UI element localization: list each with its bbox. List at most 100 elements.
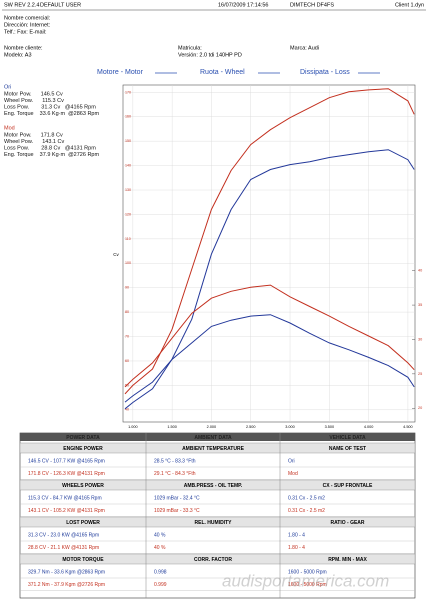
x-tick-label: 3.500	[325, 425, 335, 429]
company-line: Nombre comercial:	[4, 15, 51, 21]
summary-label: Mod	[4, 125, 15, 131]
y-tick-label: 150	[125, 139, 131, 143]
date: 16/07/2009 17:14:56	[218, 2, 268, 8]
y-axis-label: Cv	[113, 252, 119, 257]
x-tick-label: 1.500	[167, 425, 177, 429]
y-tick-label: 80	[125, 310, 129, 314]
file: Client 1.dyn	[395, 2, 424, 8]
table-top: POWER DATA	[66, 435, 100, 441]
table-cell: 40 %	[154, 545, 166, 551]
y-tick-label: 100	[125, 261, 131, 265]
plot-frame	[122, 84, 416, 423]
section-header: ENGINE POWER	[63, 446, 103, 452]
y-tick-label: 40	[125, 408, 129, 412]
table-cell: 1.80 - 4	[288, 545, 305, 551]
section-header: LOST POWER	[66, 520, 100, 526]
section-header-bg	[19, 516, 416, 528]
client-brand: Marca: Audi	[290, 45, 319, 51]
y2-tick-label: 20	[418, 406, 422, 410]
legend-label: Ruota - Wheel	[200, 69, 245, 76]
y-tick-label: 120	[125, 212, 131, 216]
x-tick-label: 4.500	[403, 425, 413, 429]
y2-tick-label: 30	[418, 337, 422, 341]
y2-tick-label: 40	[418, 269, 422, 273]
section-header-bg	[19, 479, 416, 491]
section-header: CORR. FACTOR	[194, 557, 232, 563]
legend-label: Motore - Motor	[97, 69, 144, 76]
curve	[124, 149, 415, 410]
summary-line: Motor Pow. 171.8 Cv	[4, 132, 63, 138]
y-tick-label: 130	[125, 188, 131, 192]
y2-tick-label: 35	[418, 303, 422, 307]
y-tick-label: 60	[125, 359, 129, 363]
y-tick-label: 70	[125, 334, 129, 338]
table-cell: 1029 mBar - 32.4 °C	[154, 495, 200, 501]
table-cell: Mod	[288, 471, 298, 477]
client-model: Modelo: A3	[4, 52, 32, 58]
x-tick-label: 4.000	[364, 425, 374, 429]
section-header: RPM. MIN - MAX	[328, 557, 367, 563]
table-cell: 171.8 CV - 126.3 KW @4131 Rpm	[28, 471, 105, 477]
summary-line: Loss Pow. 31.3 Cv @4165 Rpm	[4, 104, 96, 110]
client-name: Nombre cliente:	[4, 45, 43, 51]
summary-line: Motor Pow. 146.5 Cv	[4, 91, 63, 97]
table-cell: 0.998	[154, 569, 167, 575]
section-header: MOTOR TORQUE	[62, 557, 104, 563]
section-header-bg	[19, 442, 416, 454]
watermark: audisportamerica.com	[222, 571, 389, 590]
table-cell: 143.1 CV - 105.2 KW @4131 Rpm	[28, 508, 105, 514]
client-plate: Matricula:	[178, 45, 202, 51]
section-header: AMB.PRESS - OIL TEMP.	[184, 483, 243, 489]
company-line: Telf.: Fax: E-mail:	[4, 29, 47, 35]
table-cell: Ori	[288, 458, 295, 464]
table-cell: 0.31 Cx - 2.5 m2	[288, 495, 325, 501]
section-header: REL. HUMIDITY	[195, 520, 233, 526]
x-tick-label: 1.000	[128, 425, 138, 429]
table-cell: 1.80 - 4	[288, 532, 305, 538]
summary-label: Ori	[4, 84, 11, 90]
summary-line: Loss Pow. 28.8 Cv @4131 Rpm	[4, 145, 96, 151]
table-cell: 146.5 CV - 107.7 KW @4165 Rpm	[28, 458, 105, 464]
table-cell: 29.1 °C - 84.3 °Fth	[154, 471, 196, 477]
y-tick-label: 160	[125, 115, 131, 119]
summary-line: Wheel Pow. 115.3 Cv	[4, 98, 64, 104]
user: DEFAULT USER	[40, 2, 81, 8]
section-header: AMBIENT TEMPERATURE	[182, 446, 245, 452]
section-header: RATIO - GEAR	[330, 520, 364, 526]
summary-line: Eng. Torque 33.6 Kg·m @2863 Rpm	[4, 111, 99, 117]
table-cell: 1029 mBar - 33.3 °C	[154, 508, 200, 514]
table-cell: 28.8 CV - 21.1 KW @4131 Rpm	[28, 545, 99, 551]
summary-line: Eng. Torque 37.9 Kg·m @2726 Rpm	[4, 152, 99, 158]
x-tick-label: 3.000	[285, 425, 295, 429]
table-cell: 371.2 Nm - 37.9 Kgm @2726 Rpm	[28, 582, 105, 588]
table-cell: 28.5 °C - 83.3 °Fth	[154, 458, 196, 464]
table-top-bg	[20, 433, 415, 441]
y-tick-label: 110	[125, 237, 131, 241]
table-top: VEHICLE DATA	[329, 435, 366, 441]
table-cell: 115.3 CV - 84.7 KW @4165 Rpm	[28, 495, 102, 501]
legend-label: Dissipata - Loss	[300, 69, 350, 76]
table-cell: 31.3 CV - 23.0 KW @4165 Rpm	[28, 532, 99, 538]
table-cell: 329.7 Nm - 33.6 Kgm @2863 Rpm	[28, 569, 105, 575]
table-cell: 1600 - 5000 Rpm	[288, 569, 327, 575]
y2-tick-label: 25	[418, 372, 422, 376]
y-tick-label: 140	[125, 164, 131, 168]
client-version: Versión: 2.0 tdi 140HP PD	[178, 52, 242, 58]
table-cell: 0.999	[154, 582, 167, 588]
section-header: NAME OF TEST	[329, 446, 366, 452]
curve	[124, 284, 415, 388]
curve	[124, 88, 415, 395]
x-tick-label: 2.500	[246, 425, 256, 429]
table-top: AMBIENT DATA	[194, 435, 232, 441]
x-tick-label: 2.000	[207, 425, 217, 429]
company-line: Dirección: Internet:	[4, 22, 51, 28]
table-cell: 1600 - 5000 Rpm	[288, 582, 327, 588]
section-header: CX - SUP FRONTALE	[323, 483, 373, 489]
summary-line: Wheel Pow. 143.1 Cv	[4, 139, 64, 145]
table-cell: 40 %	[154, 532, 166, 538]
section-header: WHEELS POWER	[62, 483, 104, 489]
y-tick-label: 170	[125, 90, 131, 94]
